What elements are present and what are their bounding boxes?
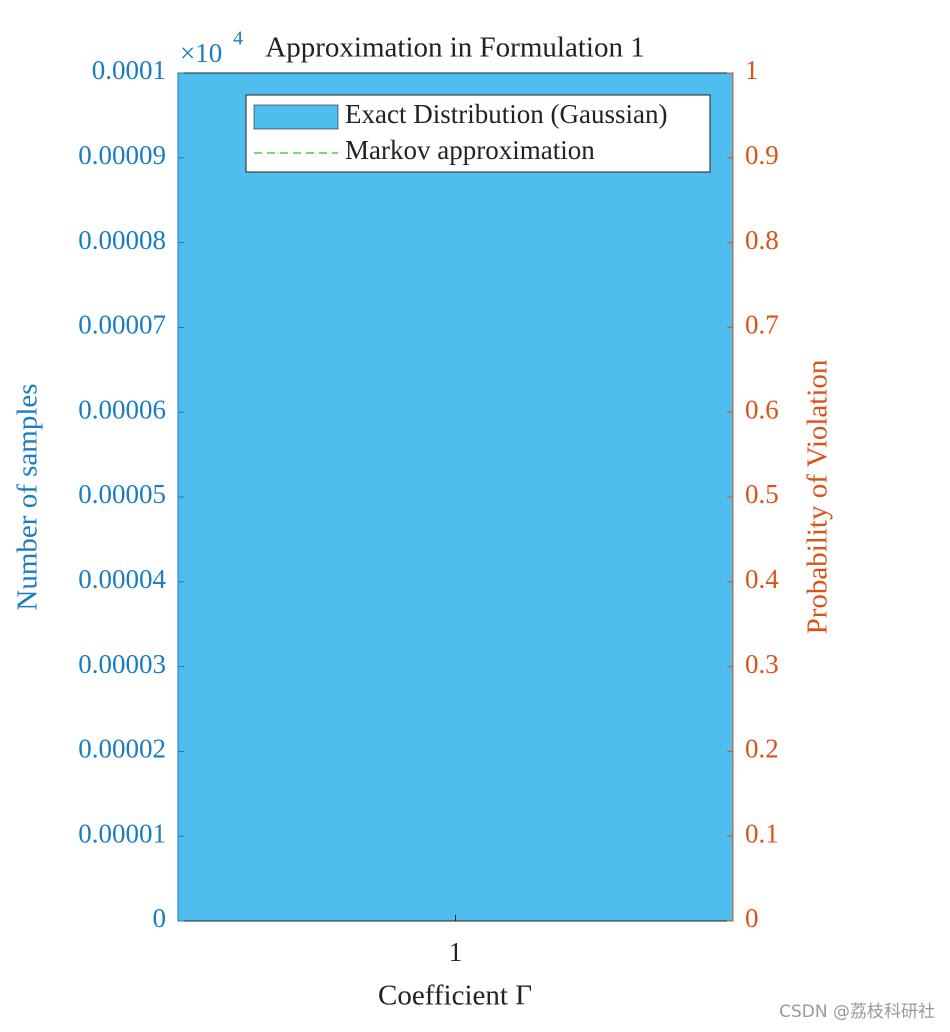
- y-tick-label: 0.00009: [78, 140, 166, 170]
- y-tick-label: 0.00004: [78, 564, 166, 594]
- y-tick-label: 0.00007: [78, 310, 166, 340]
- y-tick-label: 0.00001: [78, 818, 166, 848]
- y-axis-label: Number of samples: [12, 383, 44, 610]
- y-tick-label: 0.00005: [78, 479, 166, 509]
- y2-tick-label: 0.5: [745, 479, 779, 509]
- y-tick-label: 0: [153, 903, 167, 933]
- y2-tick-label: 0.7: [745, 310, 779, 340]
- y-tick-label: 0.0001: [92, 55, 166, 85]
- chart-title: Approximation in Formulation 1: [265, 32, 644, 64]
- y-tick-label: 0.00003: [78, 649, 166, 679]
- y2-tick-label: 0.1: [745, 818, 779, 848]
- x-tick-label: 1: [449, 937, 463, 967]
- y2-tick-label: 0.8: [745, 225, 779, 255]
- y-exponent: 4: [233, 28, 243, 50]
- y2-axis-label: Probability of Violation: [802, 359, 834, 634]
- watermark: CSDN @荔枝科研社: [779, 1002, 935, 1022]
- legend-swatch: [253, 104, 339, 130]
- x-axis-label: Coefficient Γ: [378, 980, 532, 1012]
- legend-label: Exact Distribution (Gaussian): [345, 99, 667, 129]
- y2-tick-label: 0.2: [745, 734, 779, 764]
- y2-tick-label: 0.3: [745, 649, 779, 679]
- y-exponent-base: ×10: [180, 38, 222, 68]
- y2-tick-label: 0.4: [745, 564, 779, 594]
- y2-tick-label: 0: [745, 903, 759, 933]
- y-tick-label: 0.00006: [78, 394, 166, 424]
- legend-label: Markov approximation: [345, 135, 595, 165]
- bar: [177, 72, 734, 922]
- y-tick-label: 0.00002: [78, 734, 166, 764]
- y-tick-label: 0.00008: [78, 225, 166, 255]
- y2-tick-label: 1: [745, 55, 759, 85]
- y2-tick-label: 0.6: [745, 394, 779, 424]
- y2-tick-label: 0.9: [745, 140, 779, 170]
